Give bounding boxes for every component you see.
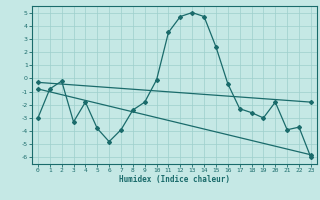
X-axis label: Humidex (Indice chaleur): Humidex (Indice chaleur) <box>119 175 230 184</box>
